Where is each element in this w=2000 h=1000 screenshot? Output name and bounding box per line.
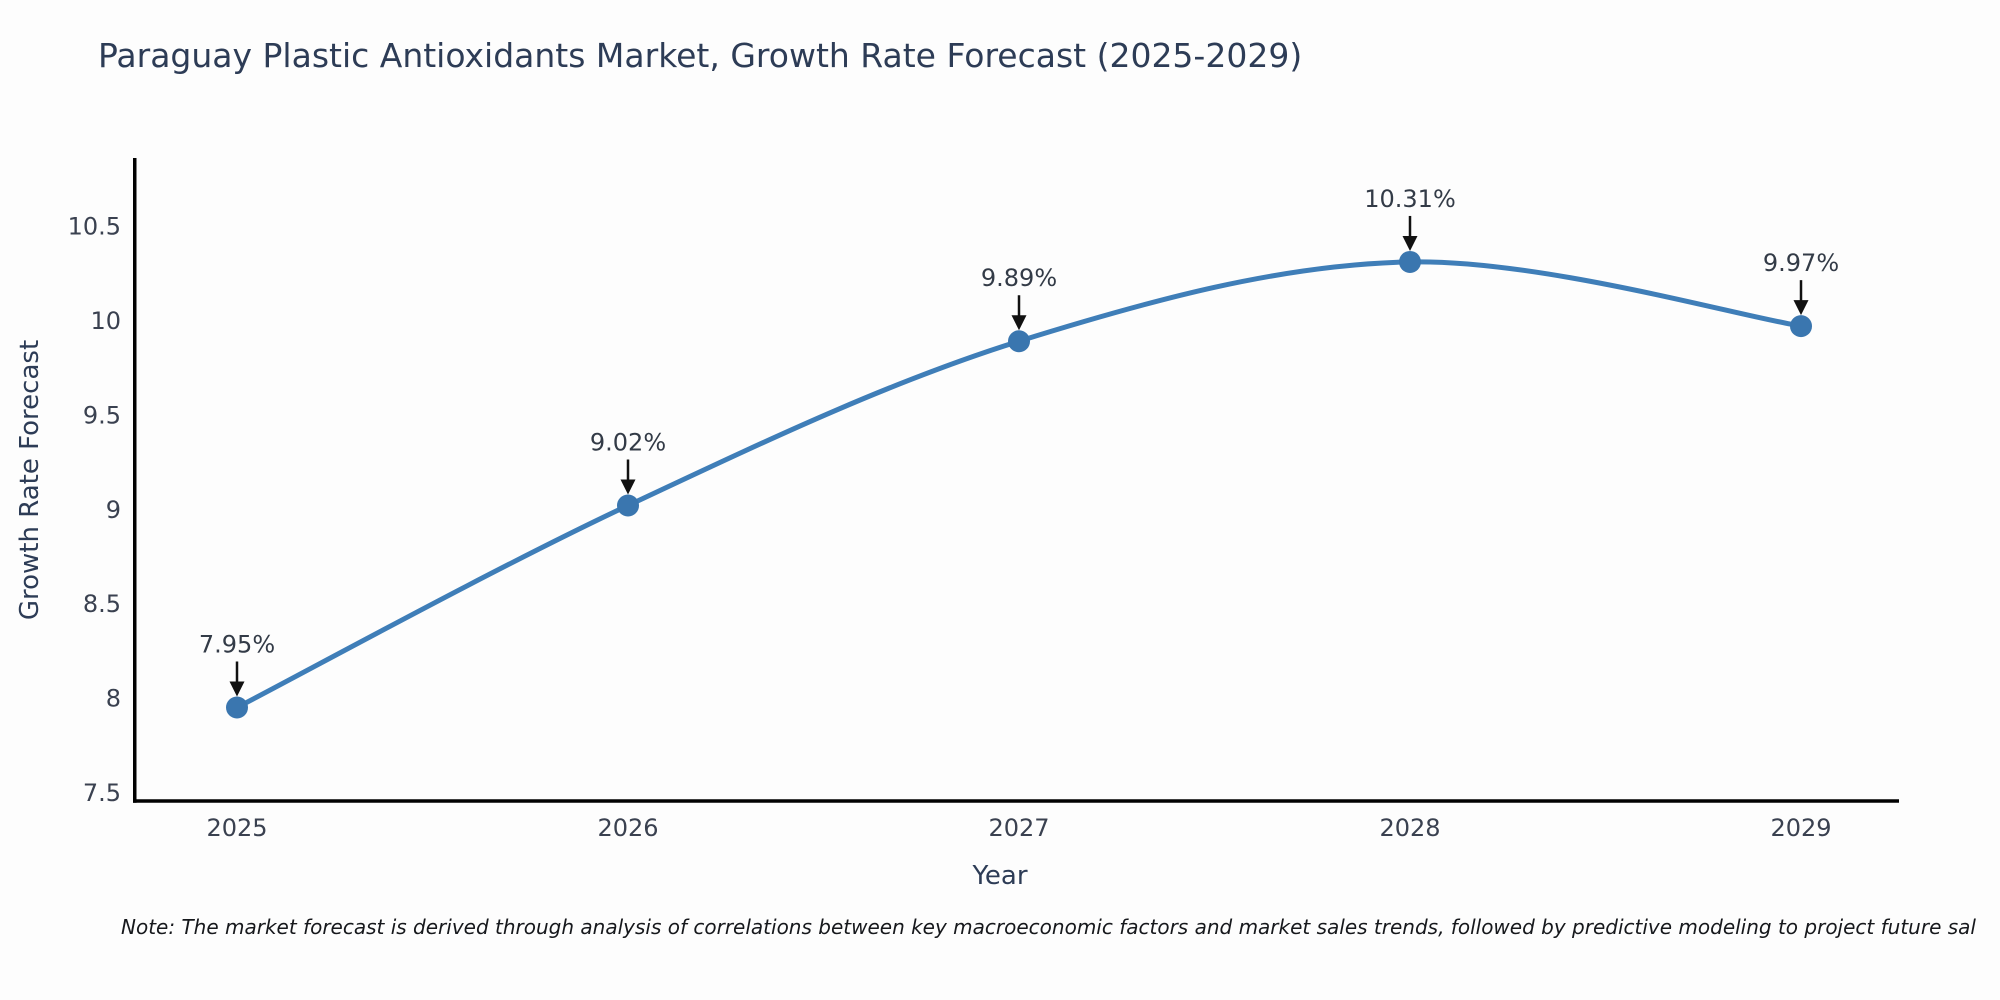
annotation-arrowhead-icon bbox=[229, 681, 245, 697]
annotation-arrowhead-icon bbox=[1793, 300, 1809, 316]
data-point-marker[interactable] bbox=[1399, 250, 1421, 273]
footnote: Note: The market forecast is derived thr… bbox=[121, 915, 1976, 939]
annotation-label: 10.31% bbox=[1364, 185, 1456, 213]
x-tick-label: 2029 bbox=[1770, 814, 1831, 842]
annotation-label: 9.89% bbox=[981, 264, 1057, 292]
y-tick-label: 8 bbox=[106, 685, 121, 713]
x-tick-label: 2027 bbox=[988, 814, 1049, 842]
annotation-arrowhead-icon bbox=[620, 479, 636, 495]
chart-title: Paraguay Plastic Antioxidants Market, Gr… bbox=[98, 36, 1303, 75]
y-axis-title: Growth Rate Forecast bbox=[15, 340, 45, 620]
annotation-label: 7.95% bbox=[199, 630, 275, 658]
x-tick-label: 2025 bbox=[206, 814, 267, 842]
y-tick-label: 9.5 bbox=[83, 401, 121, 429]
y-tick-label: 8.5 bbox=[83, 590, 121, 618]
x-tick-labels: 2025 2026 2027 2028 2029 bbox=[206, 814, 1831, 842]
x-tick-label: 2028 bbox=[1379, 814, 1440, 842]
data-point-marker[interactable] bbox=[1008, 330, 1030, 353]
data-point-marker[interactable] bbox=[617, 494, 639, 517]
annotation-arrowhead-icon bbox=[1402, 235, 1418, 251]
y-tick-label: 10 bbox=[90, 307, 121, 335]
y-tick-label: 7.5 bbox=[83, 779, 121, 807]
x-tick-label: 2026 bbox=[597, 814, 658, 842]
y-tick-label: 10.5 bbox=[68, 213, 121, 241]
x-axis-title: Year bbox=[971, 861, 1027, 891]
annotation-label: 9.97% bbox=[1763, 249, 1839, 277]
annotations-group: 7.95% 9.02% 9.89% 10.31% 9.97% bbox=[199, 185, 1839, 697]
series-group bbox=[226, 250, 1812, 719]
y-tick-label: 9 bbox=[106, 496, 121, 524]
annotation-label: 9.02% bbox=[590, 428, 666, 456]
annotation-arrowhead-icon bbox=[1011, 315, 1027, 331]
data-point-marker[interactable] bbox=[226, 696, 248, 719]
data-point-marker[interactable] bbox=[1790, 315, 1812, 338]
y-tick-labels: 7.5 8 8.5 9 9.5 10 10.5 bbox=[68, 213, 121, 807]
